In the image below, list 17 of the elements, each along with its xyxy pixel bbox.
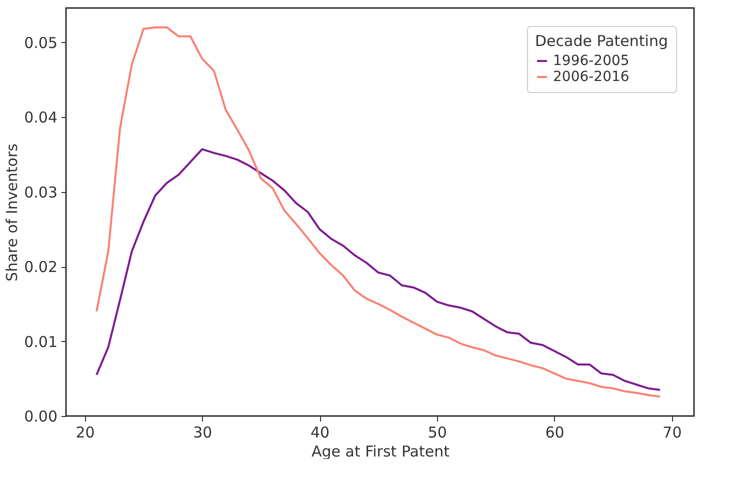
y-tick-label: 0.02 xyxy=(24,258,58,276)
line-series xyxy=(96,148,661,391)
legend-title: Decade Patenting xyxy=(535,32,668,50)
y-axis-title: Share of Inventors xyxy=(3,143,22,282)
x-tick-label: 40 xyxy=(310,424,330,442)
y-tick-label: 0.00 xyxy=(24,408,58,426)
y-tick-label: 0.01 xyxy=(24,332,58,351)
legend-label: 1996-2005 xyxy=(553,53,630,69)
y-tick-label: 0.04 xyxy=(24,108,58,127)
x-tick-label: 30 xyxy=(193,424,212,442)
y-tick-label: 0.05 xyxy=(24,34,58,52)
x-tick-label: 70 xyxy=(662,424,682,442)
x-tick-label: 20 xyxy=(76,424,95,442)
x-tick-label: 60 xyxy=(545,424,564,442)
legend-label: 2006-2016 xyxy=(553,69,630,85)
x-tick-label: 50 xyxy=(428,424,447,442)
y-tick-label: 0.03 xyxy=(24,183,58,202)
